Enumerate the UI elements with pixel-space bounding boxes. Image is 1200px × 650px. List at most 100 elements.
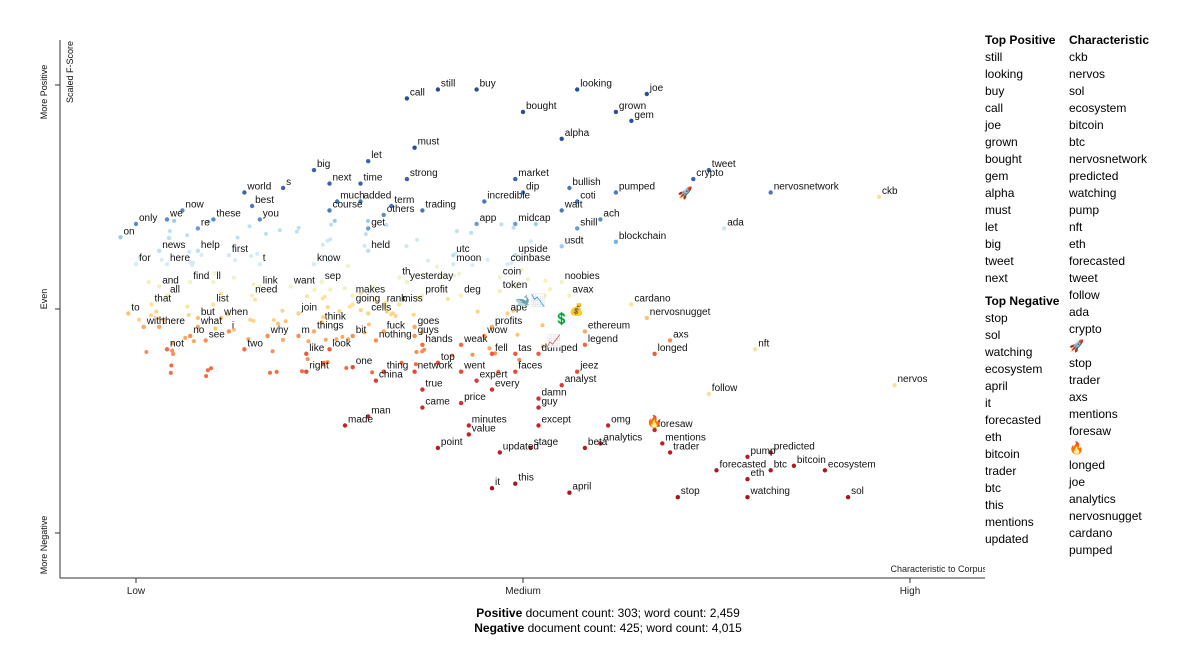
term-label-moon[interactable]: moon <box>456 253 481 264</box>
top-negative-term[interactable]: watching <box>985 345 1033 359</box>
characteristic-term[interactable]: cardano <box>1069 526 1113 540</box>
top-negative-term[interactable]: sol <box>985 328 1001 342</box>
top-negative-term[interactable]: bitcoin <box>985 447 1020 461</box>
term-point-dumped[interactable] <box>536 351 541 356</box>
term-point-ckb[interactable] <box>876 194 882 200</box>
term-point-beta[interactable] <box>582 445 588 451</box>
term-label-things[interactable]: things <box>317 320 344 331</box>
term-label-ll[interactable]: ll <box>216 271 220 282</box>
top-positive-term[interactable]: gem <box>985 169 1009 183</box>
term-label-others[interactable]: others <box>387 204 415 215</box>
term-point-not[interactable] <box>164 347 170 352</box>
term-label-btc[interactable]: btc <box>774 459 787 470</box>
term-label-sep[interactable]: sep <box>325 271 342 282</box>
term-label-eth[interactable]: eth <box>751 468 765 479</box>
term-point-but[interactable] <box>195 315 201 321</box>
term-point-much[interactable] <box>335 199 340 204</box>
term-label-help[interactable]: help <box>201 240 220 251</box>
term-label-incredible[interactable]: incredible <box>487 191 530 202</box>
term-point-news[interactable] <box>157 248 162 253</box>
term-label-coinbase[interactable]: coinbase <box>511 253 551 264</box>
term-point-profit[interactable] <box>420 293 425 298</box>
term-point-price[interactable] <box>458 400 464 406</box>
term-label-ecosystem[interactable]: ecosystem <box>828 459 876 470</box>
term-label-usdt[interactable]: usdt <box>565 235 584 246</box>
term-point-on[interactable] <box>118 235 123 240</box>
term-point-here[interactable] <box>164 262 170 267</box>
term-point-these[interactable] <box>211 217 216 222</box>
characteristic-term[interactable]: ada <box>1069 305 1090 319</box>
term-point-sep[interactable] <box>319 279 324 285</box>
term-label-legend[interactable]: legend <box>588 334 618 345</box>
term-point-this[interactable] <box>513 481 518 486</box>
term-point-ada[interactable] <box>722 226 727 231</box>
term-label-now[interactable]: now <box>185 199 204 210</box>
term-label-here[interactable]: here <box>170 253 190 264</box>
term-point-dip[interactable] <box>520 190 526 195</box>
term-label-gem[interactable]: gem <box>634 110 653 121</box>
term-label-profits[interactable]: profits <box>495 316 522 327</box>
term-label-mentions[interactable]: mentions <box>665 432 706 443</box>
term-point-faces[interactable] <box>513 369 518 374</box>
term-point-china[interactable] <box>373 378 379 383</box>
term-point-goes[interactable] <box>412 324 417 330</box>
term-point-best[interactable] <box>249 203 255 209</box>
term-label-ach[interactable]: ach <box>603 208 619 219</box>
term-label-tas[interactable]: tas <box>518 343 531 354</box>
term-point-added[interactable] <box>358 199 363 204</box>
term-point-makes[interactable] <box>350 293 355 298</box>
term-label-nothing[interactable]: nothing <box>379 329 412 340</box>
term-label-trading[interactable]: trading <box>425 199 456 210</box>
term-label-for[interactable]: for <box>139 253 151 264</box>
characteristic-term[interactable]: nft <box>1069 220 1083 234</box>
term-point-right[interactable] <box>304 369 309 374</box>
term-label-find[interactable]: find <box>193 271 209 282</box>
term-point-joe[interactable] <box>644 91 649 97</box>
term-label-cells[interactable]: cells <box>371 303 391 314</box>
term-point-mentions[interactable] <box>660 441 665 446</box>
term-label-goes[interactable]: goes <box>418 316 440 327</box>
term-label-there[interactable]: there <box>162 316 185 327</box>
term-label-know[interactable]: know <box>317 253 341 264</box>
term-label-analytics[interactable]: analytics <box>603 432 642 443</box>
term-label-stage[interactable]: stage <box>534 437 559 448</box>
term-label-sol[interactable]: sol <box>851 486 864 497</box>
term-point-you[interactable] <box>257 217 262 222</box>
term-label-point[interactable]: point <box>441 437 463 448</box>
term-label-midcap[interactable]: midcap <box>518 213 551 224</box>
term-point-wait[interactable] <box>559 208 564 213</box>
term-label-one[interactable]: one <box>356 356 373 367</box>
top-negative-term[interactable]: eth <box>985 430 1002 444</box>
term-point-cells[interactable] <box>366 311 371 316</box>
top-positive-term[interactable]: must <box>985 203 1012 217</box>
term-label-bullish[interactable]: bullish <box>572 177 600 188</box>
term-label-stop[interactable]: stop <box>681 486 700 497</box>
term-point-moon[interactable] <box>451 262 456 267</box>
top-positive-term[interactable]: next <box>985 271 1008 285</box>
term-point-trader[interactable] <box>667 450 673 455</box>
term-label-link[interactable]: link <box>263 276 279 287</box>
term-point-analytics[interactable] <box>598 441 603 446</box>
term-label-bit[interactable]: bit <box>356 325 367 336</box>
term-label-going[interactable]: going <box>356 294 380 305</box>
term-point-need[interactable] <box>249 293 255 298</box>
term-label-that[interactable]: that <box>155 294 172 305</box>
term-label-deg[interactable]: deg <box>464 285 481 296</box>
characteristic-term[interactable]: pump <box>1069 203 1100 217</box>
term-label-app[interactable]: app <box>480 213 497 224</box>
term-label-we[interactable]: we <box>169 208 183 219</box>
term-label-noobies[interactable]: noobies <box>565 271 600 282</box>
term-point-made[interactable] <box>342 423 348 428</box>
top-positive-term[interactable]: grown <box>985 135 1018 149</box>
term-label-t[interactable]: t <box>263 253 266 264</box>
characteristic-term[interactable]: sol <box>1069 84 1085 98</box>
top-negative-term[interactable]: ecosystem <box>985 362 1043 376</box>
term-point-list[interactable] <box>211 302 216 307</box>
term-point-analyst[interactable] <box>559 383 564 388</box>
term-point-next[interactable] <box>327 181 332 186</box>
term-label-looking[interactable]: looking <box>580 79 612 90</box>
term-point-term[interactable] <box>389 203 394 209</box>
term-label-big[interactable]: big <box>317 159 330 170</box>
term-label-grown[interactable]: grown <box>619 101 646 112</box>
term-point-nothing[interactable] <box>373 338 379 343</box>
